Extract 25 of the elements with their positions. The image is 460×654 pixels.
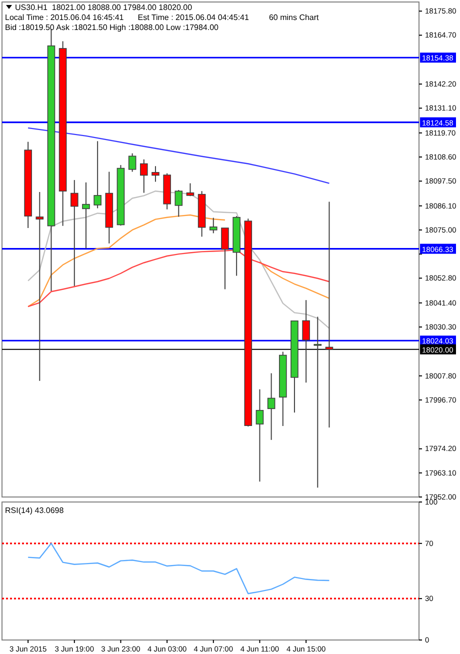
candlestick [36,191,44,382]
text: RSI(14) 43.0698 [5,506,64,515]
annotation: 60 mins Chart [268,13,320,22]
candlestick [209,217,218,234]
annotation: Bid :18019.50 Ask :18021.50 High :18088.00 Low :17984.00 [5,23,220,32]
candlestick [186,182,194,197]
candlestick [94,140,102,209]
candlestick [174,190,183,218]
candlestick [267,372,276,440]
line-series [27,542,330,594]
candlestick [256,388,264,482]
line-series [27,127,330,184]
line-series [27,190,330,329]
text: Local Time : 2015.06.04 16:45:41 [5,13,124,22]
candlestick [302,300,310,384]
candlestick [128,152,136,172]
candlestick [82,182,90,249]
candlestick [140,158,148,194]
chart-title: US30.H1 18021.00 18088.00 17984.00 18020.00 [15,3,193,12]
annotation: Est Time : 2015.06.04 04:45:41 [138,13,250,22]
candlestick [70,180,78,286]
candlestick [152,166,160,182]
candlestick [314,316,322,488]
candlestick [325,201,334,428]
candlestick [221,228,229,290]
